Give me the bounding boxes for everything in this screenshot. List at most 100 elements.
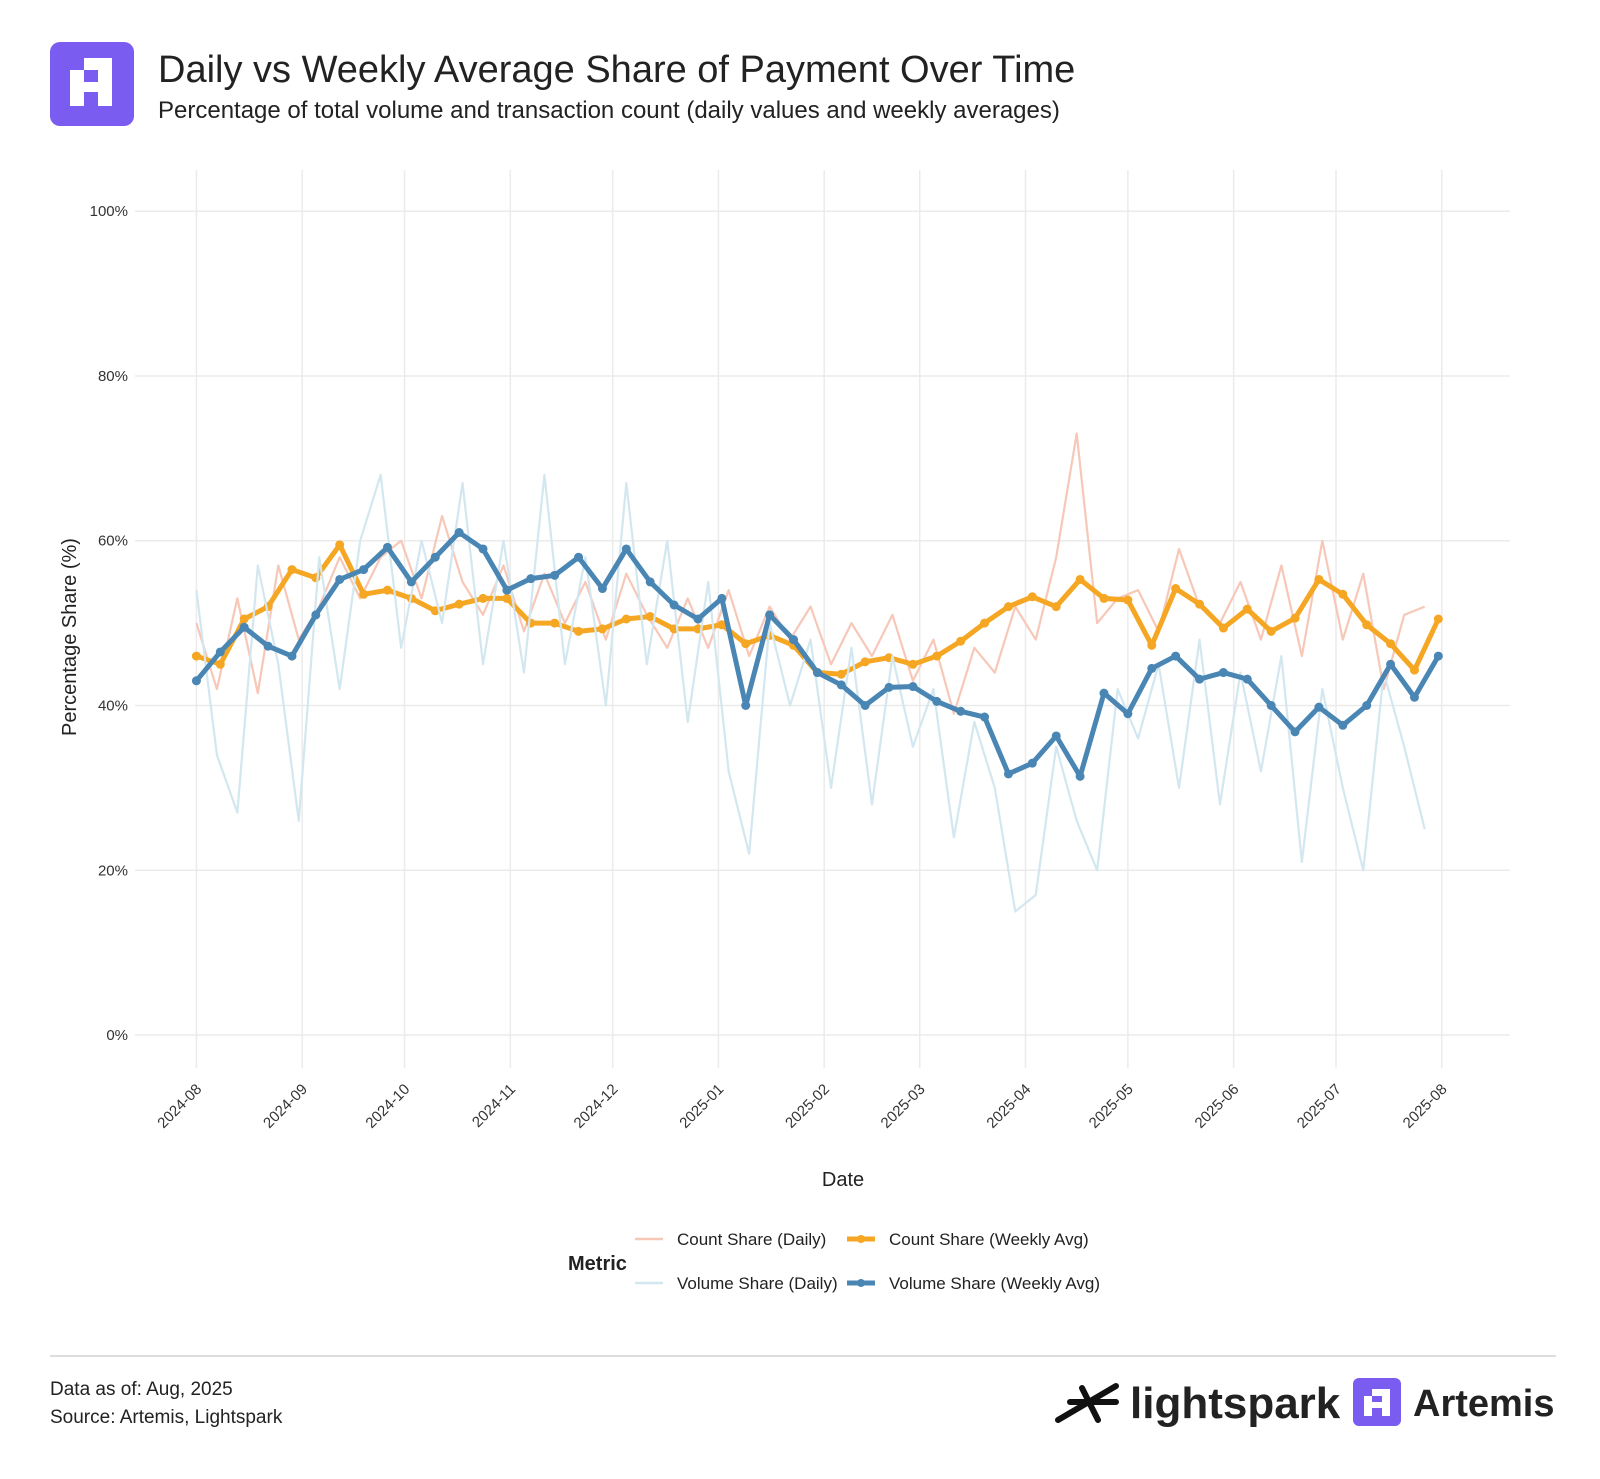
weekly-point: [1218, 623, 1228, 633]
artemis-icon: [1353, 1378, 1401, 1426]
weekly-point: [621, 544, 631, 554]
weekly-point: [359, 565, 369, 575]
weekly-point: [597, 624, 607, 634]
weekly-point: [550, 618, 560, 628]
weekly-point: [239, 622, 249, 632]
weekly-point: [1123, 709, 1133, 719]
weekly-point: [836, 680, 846, 690]
weekly-point: [478, 593, 488, 603]
weekly-point: [669, 600, 679, 610]
weekly-point: [908, 682, 918, 692]
weekly-point: [932, 651, 942, 661]
weekly-point: [311, 610, 321, 620]
legend: Count Share (Daily) Count Share (Weekly A…: [635, 1230, 1100, 1293]
weekly-point: [454, 599, 464, 609]
weekly-point: [1051, 731, 1061, 741]
weekly-point: [1338, 589, 1348, 599]
weekly-point: [526, 574, 536, 584]
legend-swatch-point: [857, 1279, 865, 1287]
lightspark-icon: [1055, 1383, 1119, 1423]
x-axis-label: Date: [822, 1169, 864, 1191]
weekly-point: [1218, 668, 1228, 678]
weekly-point: [215, 659, 225, 669]
weekly-point: [1099, 688, 1109, 698]
weekly-point: [335, 574, 345, 584]
legend-title: Metric: [568, 1253, 627, 1275]
weekly-point: [1362, 620, 1372, 630]
weekly-point: [980, 618, 990, 628]
weekly-point: [1075, 771, 1085, 781]
weekly-point: [574, 626, 584, 636]
weekly-point: [956, 706, 966, 716]
weekly-point: [1409, 692, 1419, 702]
footer-source: Source: Artemis, Lightspark: [50, 1407, 283, 1428]
weekly-point: [812, 668, 822, 678]
weekly-point: [502, 593, 512, 603]
weekly-point: [382, 542, 392, 552]
weekly-point: [1003, 602, 1013, 612]
chart-subtitle: Percentage of total volume and transacti…: [158, 97, 1060, 124]
weekly-point: [478, 544, 488, 554]
weekly-point: [1433, 614, 1443, 624]
weekly-point: [1314, 574, 1324, 584]
weekly-point: [1027, 758, 1037, 768]
weekly-point: [836, 669, 846, 679]
chart-title: Daily vs Weekly Average Share of Payment…: [158, 49, 1075, 91]
weekly-point: [1123, 595, 1133, 605]
weekly-point: [335, 540, 345, 550]
weekly-point: [550, 570, 560, 580]
weekly-point: [1433, 651, 1443, 661]
legend-label: Volume Share (Weekly Avg): [889, 1274, 1100, 1293]
legend-label: Count Share (Daily): [677, 1230, 826, 1249]
weekly-point: [645, 612, 655, 622]
weekly-point: [1003, 769, 1013, 779]
weekly-point: [454, 527, 464, 537]
y-tick-label: 40%: [98, 698, 128, 715]
header-logo: [50, 42, 134, 126]
weekly-point: [741, 639, 751, 649]
weekly-point: [980, 712, 990, 722]
legend-label: Count Share (Weekly Avg): [889, 1230, 1089, 1249]
y-tick-label: 0%: [106, 1027, 128, 1044]
weekly-point: [956, 636, 966, 646]
legend-swatch-point: [857, 1235, 865, 1243]
weekly-point: [1242, 674, 1252, 684]
legend-label: Volume Share (Daily): [677, 1274, 838, 1293]
weekly-point: [1266, 626, 1276, 636]
weekly-point: [1314, 702, 1324, 712]
weekly-point: [1409, 665, 1419, 675]
weekly-point: [1171, 651, 1181, 661]
weekly-point: [1266, 701, 1276, 711]
weekly-point: [1362, 701, 1372, 711]
weekly-point: [1099, 593, 1109, 603]
weekly-point: [287, 651, 297, 661]
weekly-point: [693, 614, 703, 624]
weekly-point: [884, 682, 894, 692]
weekly-point: [1386, 639, 1396, 649]
weekly-point: [1386, 659, 1396, 669]
weekly-point: [860, 657, 870, 667]
weekly-point: [860, 701, 870, 711]
weekly-point: [430, 552, 440, 562]
weekly-point: [359, 589, 369, 599]
y-tick-label: 20%: [98, 862, 128, 879]
weekly-point: [1242, 604, 1252, 614]
weekly-point: [621, 614, 631, 624]
weekly-point: [191, 651, 201, 661]
weekly-point: [191, 676, 201, 686]
weekly-point: [1338, 720, 1348, 730]
artemis-logo: Artemis: [1413, 1383, 1555, 1425]
weekly-point: [1147, 640, 1157, 650]
weekly-point: [1075, 574, 1085, 584]
weekly-point: [215, 647, 225, 657]
weekly-point: [932, 696, 942, 706]
weekly-point: [287, 565, 297, 575]
weekly-point: [717, 593, 727, 603]
lightspark-logo: lightspark: [1130, 1379, 1341, 1428]
y-tick-label: 100%: [90, 203, 128, 220]
weekly-point: [1195, 674, 1205, 684]
weekly-point: [788, 635, 798, 645]
weekly-point: [406, 577, 416, 587]
weekly-point: [1171, 584, 1181, 594]
